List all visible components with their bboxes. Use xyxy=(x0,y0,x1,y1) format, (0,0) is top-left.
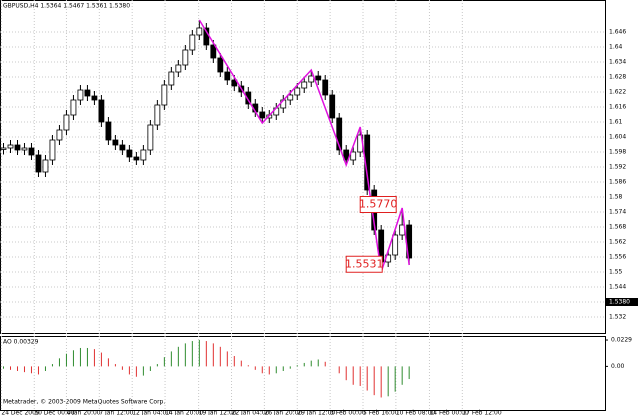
y-tick-label: 1.532 xyxy=(609,314,626,321)
candle-body xyxy=(0,147,7,150)
candle-body xyxy=(105,121,112,141)
x-tick-label: 14 Jan 20:00 xyxy=(165,410,203,415)
candle-body xyxy=(14,144,21,151)
candle-body xyxy=(49,139,56,161)
annotation-label: 1.5770 xyxy=(359,198,398,211)
y-tick-label: 1.58 xyxy=(609,194,623,201)
candle-body xyxy=(70,99,77,116)
candle-body xyxy=(392,234,399,256)
candle-body xyxy=(84,89,91,97)
candle-body xyxy=(161,84,168,106)
candle-body xyxy=(119,144,126,151)
y-tick-label: 1.64 xyxy=(609,44,623,51)
indicator-frame xyxy=(0,336,606,411)
candle-body xyxy=(182,49,189,66)
candle-body xyxy=(245,91,252,105)
candle-body xyxy=(210,44,217,59)
candle-body xyxy=(350,151,357,161)
candle-body xyxy=(315,75,322,81)
candle-body xyxy=(175,64,182,73)
candle-body xyxy=(231,79,238,87)
candle-body xyxy=(196,27,203,36)
y-tick-label: 1.646 xyxy=(609,29,626,36)
x-tick-label: 10 Feb 08:00 xyxy=(396,410,436,415)
candle-body xyxy=(140,149,147,161)
candle-body xyxy=(259,111,266,119)
candle-body xyxy=(343,149,350,161)
y-tick-label: 0.00 xyxy=(611,363,625,370)
annotation-box xyxy=(345,255,383,273)
x-tick-label: 12 Jan 04:00 xyxy=(132,410,170,415)
y-tick-label: 1.634 xyxy=(609,59,626,66)
x-tick-label: 5 Feb 16:00 xyxy=(363,410,399,415)
x-tick-label: 19 Jan 12:00 xyxy=(199,410,237,415)
candle-body xyxy=(308,75,315,83)
candle-body xyxy=(35,154,42,173)
y-tick-label: 1.55 xyxy=(609,269,623,276)
x-tick-label: 14 Feb 00:00 xyxy=(429,410,469,415)
x-tick-label: 29 Jan 12:00 xyxy=(297,410,335,415)
candle-body xyxy=(42,159,49,173)
candle-body xyxy=(91,95,98,101)
candle-body xyxy=(56,129,63,141)
y-tick-label: 1.61 xyxy=(609,119,623,126)
candle-body xyxy=(322,79,329,96)
last-price-label: 1.5380 xyxy=(609,299,630,306)
last-price-box xyxy=(606,298,638,306)
footer: Metatrader, © 2003-2009 MetaQuotes Softw… xyxy=(3,399,165,406)
x-tick-label: 4 Jan 20:00 xyxy=(66,410,100,415)
y-tick-label: 1.598 xyxy=(609,149,626,156)
y-tick-label: 1.568 xyxy=(609,224,626,231)
candle-body xyxy=(98,99,105,123)
annotation-box xyxy=(359,196,397,213)
candle-body xyxy=(154,104,161,126)
candle-body xyxy=(77,89,84,101)
candle-body xyxy=(133,156,140,161)
x-tick-label: 26 Jan 20:00 xyxy=(264,410,302,415)
candle-body xyxy=(147,124,154,151)
zigzag-line xyxy=(198,19,410,273)
indicator-title: AO 0.00329 xyxy=(3,339,39,346)
y-tick-label: 1.574 xyxy=(609,209,626,216)
x-tick-label: 7 Jan 12:00 xyxy=(99,410,133,415)
candle-body xyxy=(63,114,70,131)
y-tick-label: 1.556 xyxy=(609,254,626,261)
x-tick-label: 22 Jan 04:00 xyxy=(232,410,270,415)
candle-body xyxy=(126,149,133,158)
candle-body xyxy=(294,87,301,96)
y-tick-label: 1.604 xyxy=(609,134,626,141)
candle-body xyxy=(329,94,336,119)
x-tick-label: 30 Dec 00:00 xyxy=(34,410,75,415)
y-tick-label: 1.586 xyxy=(609,179,626,186)
candle-body xyxy=(336,117,343,151)
x-tick-label: 3 Feb 00:00 xyxy=(330,410,366,415)
y-tick-label: 1.562 xyxy=(609,239,626,246)
annotation-label: 1.5531 xyxy=(345,257,384,270)
y-tick-label: 1.622 xyxy=(609,89,626,96)
candle-body xyxy=(21,147,28,151)
candle-body xyxy=(217,57,224,73)
candle-body xyxy=(287,94,294,101)
x-tick-label: 17 Feb 12:00 xyxy=(462,410,502,415)
y-tick-label: 0.0229 xyxy=(611,337,632,344)
candle-body xyxy=(7,144,14,149)
candle-body xyxy=(28,147,35,156)
y-tick-label: 1.544 xyxy=(609,284,626,291)
candle-body xyxy=(189,34,196,51)
y-tick-label: 1.628 xyxy=(609,74,626,81)
candle-body xyxy=(301,81,308,89)
candle-body xyxy=(168,71,175,86)
y-tick-label: 1.616 xyxy=(609,104,626,111)
candle-body xyxy=(112,139,119,146)
candle-body xyxy=(224,71,231,81)
y-tick-label: 1.592 xyxy=(609,164,626,171)
x-tick-label: 24 Dec 2009 xyxy=(1,410,40,415)
